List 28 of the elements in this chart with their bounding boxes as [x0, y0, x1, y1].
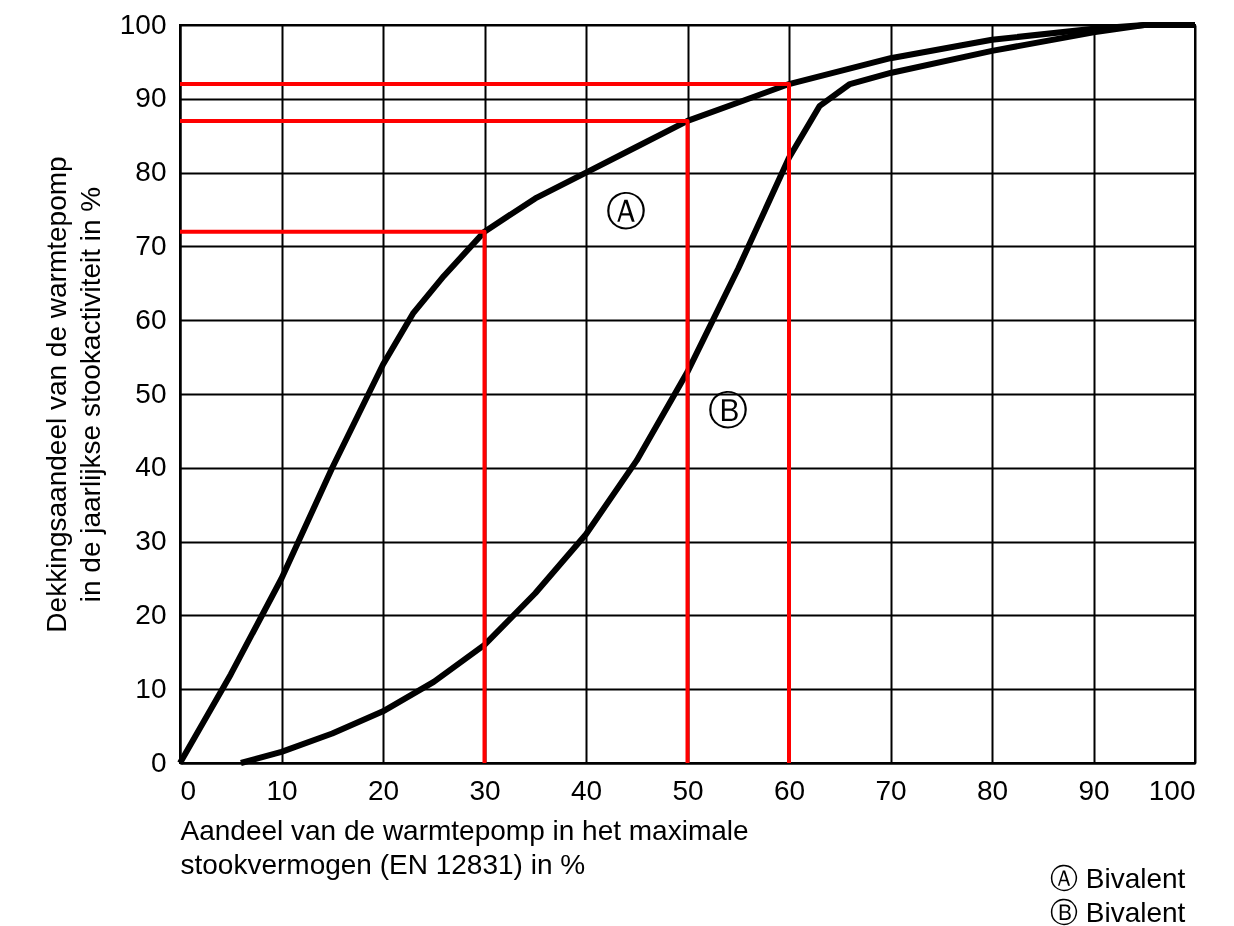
- y-axis-title: Dekkingsaandeel van de warmtepomp in de jaarlijkse stookactiviteit in %: [40, 156, 106, 633]
- y-tick-label: 90: [135, 82, 167, 114]
- x-tick-label: 30: [469, 774, 501, 806]
- y-tick-label: 0: [150, 746, 167, 778]
- y-tick-label: 40: [135, 451, 167, 483]
- y-tick-label: 70: [135, 229, 167, 261]
- x-tick-label: 10: [266, 774, 298, 806]
- text: Ⓑ Bivalent: [1050, 896, 1186, 926]
- x-tick-label: 40: [570, 774, 603, 806]
- y-tick-label: 30: [135, 525, 167, 557]
- y-tick-label: 10: [135, 672, 167, 704]
- x-tick-label: 20: [367, 774, 400, 806]
- series-label: Ⓐ: [606, 188, 646, 233]
- x-axis-title: Aandeel van de warmtepomp in het maximale stookvermogen (EN 12831) in %: [180, 814, 749, 880]
- x-tick-label: 60: [773, 774, 806, 806]
- x-tick-label: 100: [1148, 774, 1196, 806]
- series-label: Ⓑ: [707, 387, 748, 432]
- y-tick-label: 50: [135, 377, 167, 409]
- x-tick-label: 80: [976, 774, 1009, 806]
- x-tick-label: 70: [875, 774, 907, 806]
- y-tick-label: 100: [119, 8, 167, 40]
- x-tick-label: 90: [1078, 774, 1110, 806]
- y-tick-label: 20: [135, 598, 167, 630]
- text: Ⓐ Bivalent: [1050, 862, 1186, 896]
- y-tick-label: 80: [135, 156, 167, 188]
- y-tick-label: 60: [135, 303, 167, 335]
- x-tick-label: 0: [180, 774, 197, 806]
- x-tick-label: 50: [672, 774, 704, 806]
